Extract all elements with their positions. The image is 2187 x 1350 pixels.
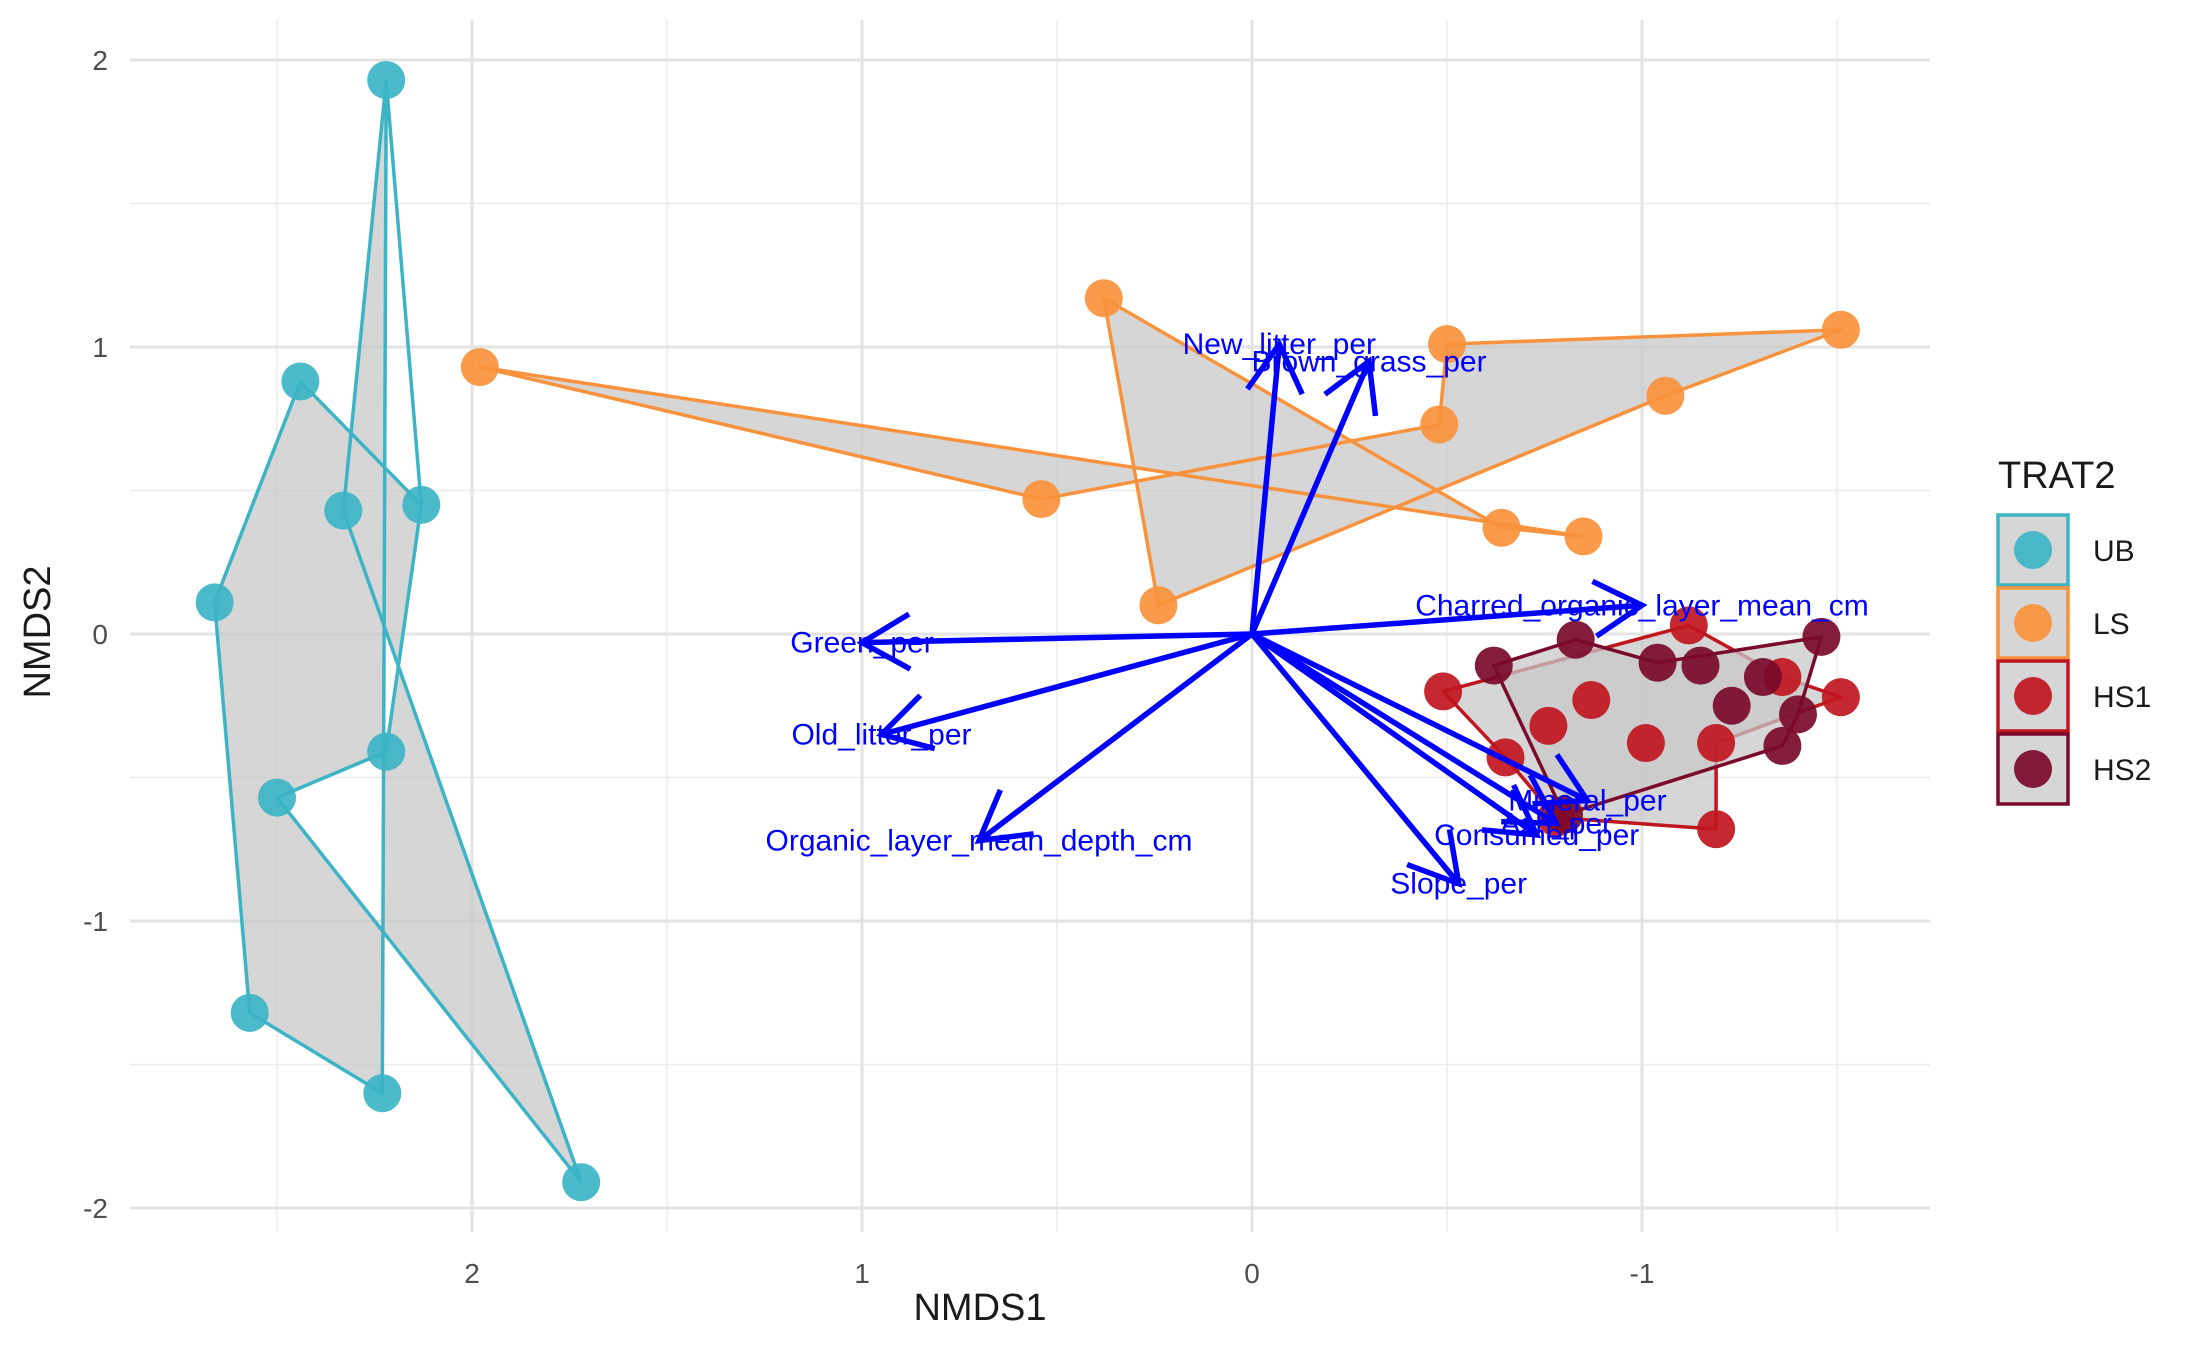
point-ub — [367, 61, 406, 100]
hull-ls — [478, 296, 1843, 608]
envfit-vectors — [856, 338, 1648, 888]
point-hs1 — [1572, 681, 1611, 720]
x-tick-label: 0 — [1244, 1258, 1260, 1289]
point-ub — [324, 491, 363, 530]
point-hs2 — [1779, 695, 1817, 734]
legend-marker — [2014, 604, 2052, 642]
point-hs1 — [1669, 606, 1708, 645]
point-hs2 — [1681, 646, 1720, 685]
point-ls — [1084, 279, 1123, 318]
y-tick-label: 1 — [92, 332, 108, 363]
point-hs2 — [1743, 658, 1782, 697]
vector-arrow-mineral_per — [1250, 631, 1589, 803]
point-hs1 — [1697, 724, 1736, 763]
point-hs2 — [1474, 646, 1513, 685]
vector-arrowhead — [1532, 753, 1593, 807]
x-tick-label: -1 — [1630, 1258, 1655, 1289]
point-ub — [402, 485, 441, 524]
vector-arrowhead — [856, 611, 912, 672]
point-hs1 — [1529, 706, 1568, 745]
point-hs1 — [1697, 810, 1736, 849]
vector-arrow-new_litter_per — [1249, 343, 1283, 635]
point-hs2 — [1638, 643, 1677, 682]
vector-arrowhead — [974, 788, 1034, 844]
y-tick-label: -2 — [83, 1193, 108, 1224]
point-ls — [1139, 586, 1178, 625]
tick-labels: 2 1 0 -1 -2 -1 0 1 2 — [83, 45, 1654, 1289]
grid-lines — [130, 20, 1930, 1232]
point-ls — [1821, 310, 1860, 349]
point-ub — [562, 1163, 601, 1202]
point-ls — [1564, 517, 1603, 556]
y-axis-title: NMDS2 — [17, 565, 59, 698]
vector-arrow-ash_per — [1250, 631, 1558, 826]
vector-label: Slope_per — [1390, 868, 1527, 901]
point-hs1 — [1821, 678, 1860, 717]
data-points — [195, 61, 1860, 1202]
legend-label: LS — [2093, 608, 2130, 641]
point-ls — [1420, 405, 1459, 444]
legend-label: UB — [2093, 535, 2135, 568]
point-ub — [230, 993, 269, 1032]
point-hs1 — [1626, 724, 1665, 763]
x-tick-label: 2 — [464, 1258, 480, 1289]
point-ls — [1646, 376, 1685, 415]
vector-arrowhead — [1481, 783, 1542, 839]
vector-arrowhead — [1323, 356, 1379, 417]
vector-label: Green_per — [790, 627, 933, 660]
legend-marker — [2014, 531, 2052, 569]
point-ub — [367, 732, 406, 771]
convex-hulls — [212, 78, 1843, 1184]
vector-label: New_litter_per — [1183, 328, 1376, 361]
point-hs2 — [1763, 726, 1802, 765]
legend-title: TRAT2 — [1998, 455, 2116, 497]
vector-label: Mineral_per — [1508, 784, 1666, 817]
point-ub — [281, 362, 320, 401]
point-ub — [258, 778, 296, 817]
y-tick-label: 2 — [92, 45, 108, 76]
legend-key-hs2 — [1996, 732, 2070, 806]
point-ub — [195, 583, 234, 622]
point-ls — [460, 348, 499, 387]
point-ls — [1482, 508, 1521, 547]
legend: TRAT2 UB LS HS1 HS2 — [1996, 455, 2151, 806]
vector-arrowhead — [1406, 829, 1463, 888]
hull-ub — [212, 78, 583, 1184]
legend-label: HS1 — [2093, 681, 2151, 714]
x-tick-label: 1 — [854, 1258, 870, 1289]
legend-label: HS2 — [2093, 754, 2151, 787]
x-axis-title: NMDS1 — [913, 1287, 1046, 1329]
vector-arrow-organic_layer_mean_depth_cm — [977, 631, 1254, 843]
vector-arrowhead — [1245, 338, 1305, 396]
y-tick-label: -1 — [83, 906, 108, 937]
point-ls — [1428, 325, 1466, 364]
y-tick-label: 0 — [92, 619, 108, 650]
vector-arrow-consumed_per — [1250, 631, 1539, 838]
vector-arrowhead — [1591, 578, 1648, 639]
vector-label: Organic_layer_mean_depth_cm — [766, 825, 1193, 858]
vector-arrow-brown_grass_per — [1249, 360, 1372, 636]
vector-arrow-charred_organic_layer_mean_cm — [1251, 602, 1643, 637]
point-hs1 — [1424, 672, 1463, 711]
vector-label: Charred_organic_layer_mean_cm — [1415, 589, 1869, 622]
vector-label: Brown_grass_per — [1251, 345, 1486, 378]
legend-marker — [2014, 750, 2052, 788]
point-ub — [363, 1074, 402, 1113]
vector-arrowhead — [876, 693, 936, 752]
point-ls — [1022, 480, 1061, 519]
vector-label: Ash_per — [1500, 807, 1612, 840]
point-hs2 — [1802, 617, 1841, 656]
vector-arrow-slope_per — [1249, 632, 1461, 886]
point-hs2 — [1556, 620, 1595, 659]
legend-marker — [2014, 677, 2052, 715]
vector-arrow-old_litter_per — [880, 631, 1253, 738]
vector-label: Old_litter_per — [791, 718, 971, 751]
vector-label: Consumed_per — [1434, 819, 1639, 852]
vector-arrow-green_per — [861, 631, 1253, 646]
point-hs2 — [1712, 686, 1751, 725]
